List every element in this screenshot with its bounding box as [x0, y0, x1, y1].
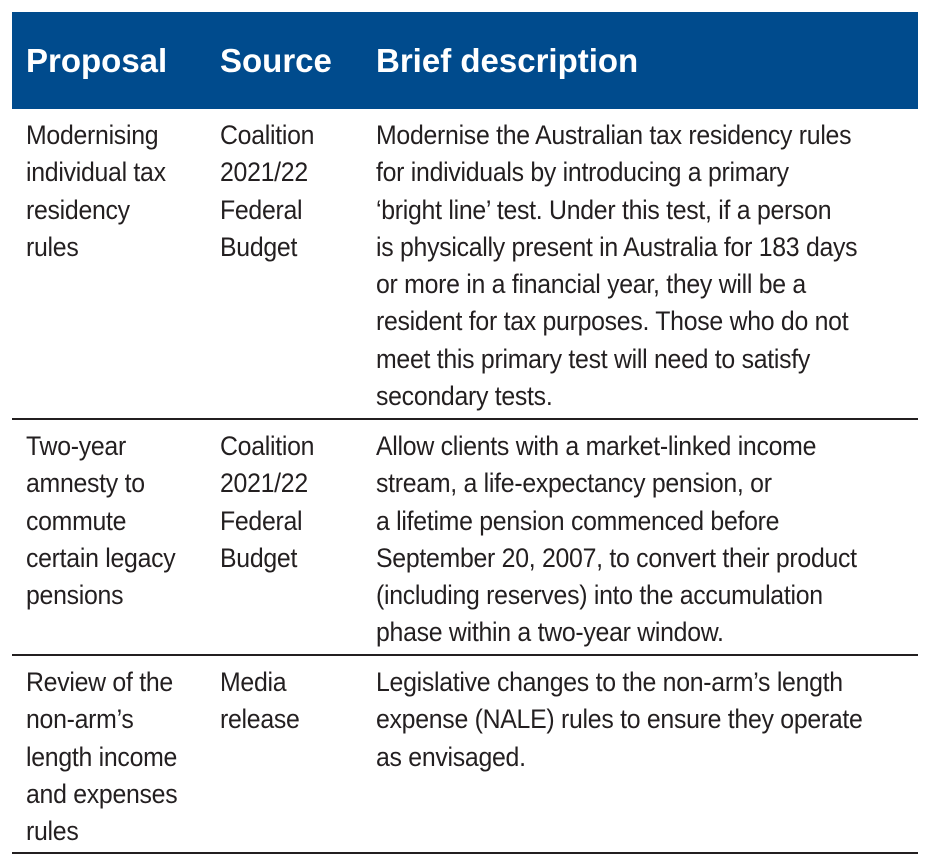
column-header-proposal: Proposal	[26, 42, 168, 79]
proposal-cell: Review of the non-arm’s length income an…	[26, 667, 178, 847]
column-header-description: Brief description	[376, 42, 639, 79]
proposal-cell: Two-year amnesty to commute certain lega…	[26, 431, 176, 611]
source-cell: Coalition 2021/22 Federal Budget	[220, 431, 315, 573]
table-row: Modernising individual tax residency rul…	[12, 109, 918, 420]
table-row: Two-year amnesty to commute certain lega…	[12, 420, 918, 656]
source-cell: Coalition 2021/22 Federal Budget	[220, 120, 315, 262]
description-cell: Legislative changes to the non-arm’s len…	[376, 667, 863, 772]
table-row: Review of the non-arm’s length income an…	[12, 656, 918, 854]
description-cell: Allow clients with a market-linked incom…	[376, 431, 857, 648]
proposals-table: Proposal Source Brief description Modern…	[12, 12, 918, 854]
description-cell: Modernise the Australian tax residency r…	[376, 120, 858, 412]
source-cell: Media release	[220, 667, 300, 735]
table-header: Proposal Source Brief description	[12, 12, 918, 109]
column-header-source: Source	[220, 42, 332, 79]
proposal-cell: Modernising individual tax residency rul…	[26, 120, 166, 262]
